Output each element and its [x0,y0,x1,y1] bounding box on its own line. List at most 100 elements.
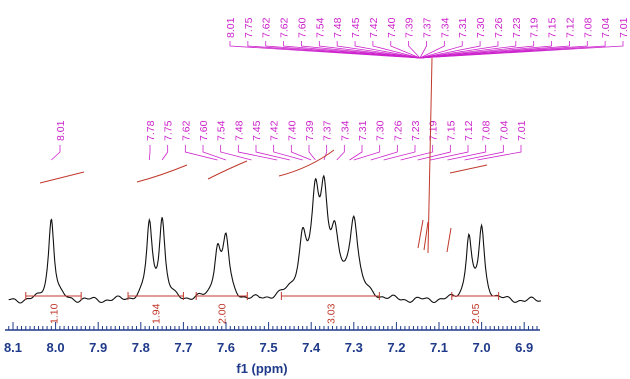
x-axis-tick-label: 7.5 [260,340,278,355]
x-axis-tick-label: 7.7 [174,340,192,355]
peak-label-mid: 7.34 [339,120,351,141]
peak-label-top: 7.40 [386,17,398,38]
peak-label-top: 7.48 [332,17,344,38]
integral-curve [449,164,488,174]
x-axis-tick-label: 7.3 [345,340,363,355]
peak-label-top-connector [419,41,481,59]
peak-label-mid: 7.48 [233,120,245,141]
peak-label-top: 7.26 [493,17,505,38]
peak-label-mid-connector [383,145,416,161]
peak-label-top-connector [419,41,624,59]
integral-curve [446,227,452,253]
peak-label-mid: 7.45 [251,120,263,141]
peak-label-top: 8.01 [225,17,237,38]
x-axis-tick-label: 8.1 [4,340,22,355]
peak-label-mid-connector [400,145,434,161]
peak-label-top: 7.62 [261,17,273,38]
peak-label-mid: 7.42 [269,120,281,141]
peak-label-top-connector [419,41,463,59]
peak-label-top: 7.45 [350,17,362,38]
peak-label-top: 7.30 [475,17,487,38]
peak-label-top: 7.19 [529,17,541,38]
peak-label-top-connector [301,41,421,59]
peak-label-mid: 7.08 [481,120,493,141]
peak-label-top-connector [354,41,421,59]
peak-label-mid-connector [477,145,522,161]
peak-label-mid-connector [353,145,381,161]
peak-label-top: 7.39 [404,17,416,38]
peak-label-top-connector [419,41,535,59]
peak-label-mid: 7.31 [357,120,369,141]
integral-curve [423,221,429,251]
peak-labels-top-bracket [229,41,624,59]
peak-label-mid-connector [430,145,469,161]
x-axis-tick-label: 7.2 [387,340,405,355]
peak-label-mid-connector [336,145,345,161]
peak-label-top-connector [265,41,421,59]
x-axis-tick-label: 7.9 [89,340,107,355]
x-axis-title: f1 (ppm) [236,361,287,376]
peak-label-mid: 7.23 [410,120,422,141]
peak-label-top: 7.12 [564,17,576,38]
peak-label-top: 7.31 [457,17,469,38]
peak-label-mid-connector [417,145,451,161]
peak-label-top-connector [336,41,421,59]
peak-label-top: 7.01 [618,17,630,38]
peak-label-mid-connector [51,145,61,161]
x-axis: 8.1 8.0 7.9 7.8 7.7 7.6 7.5 7.4 7.3 7.2 7.1 7.0 6.9 [4,322,540,355]
integral-curve [417,219,424,249]
peak-label-mid: 7.30 [375,120,387,141]
peak-label-top-connector [247,41,421,59]
peak-label-mid-connector [349,145,363,161]
x-axis-tick-label: 7.6 [217,340,235,355]
peak-label-mid: 7.62 [180,120,192,141]
peak-label-top-connector [419,41,552,59]
integral-value-label: 3.03 [325,303,337,324]
integral-curve [278,149,335,177]
peak-label-top-connector [318,41,421,59]
peak-label-mid: 7.37 [322,120,334,141]
peak-label-mid: 7.12 [463,120,475,141]
x-axis-tick-label: 7.8 [132,340,150,355]
peak-label-top-connector [408,41,421,59]
spectrum-trace [8,174,542,304]
peak-label-top-connector [419,41,427,59]
peak-label-mid-connector [308,145,316,161]
peak-label-mid: 7.54 [216,120,228,141]
integral-curves-group [39,57,488,254]
peak-label-top-connector [419,41,570,59]
peak-label-mid: 7.04 [498,120,510,141]
peak-label-top-connector [419,41,445,59]
peak-label-mid: 7.01 [516,120,528,141]
peak-label-top: 7.04 [600,17,612,38]
peak-label-mid: 7.40 [286,120,298,141]
peak-labels-mid-group: 8.01 7.78 7.75 7.62 7.60 7.54 7.48 7.45 7.42 7.40… [51,120,528,161]
peak-label-top: 7.34 [439,17,451,38]
peak-label-mid: 7.19 [428,120,440,141]
peak-label-mid-connector [148,145,151,161]
peak-label-top-connector [283,41,421,59]
peak-label-mid: 7.78 [145,120,157,141]
peak-label-mid-connector [161,145,169,161]
peak-label-top-connector [419,41,517,59]
peak-label-mid-connector [273,145,303,161]
x-axis-tick-label: 6.9 [515,340,533,355]
x-axis-tick-label: 7.4 [302,340,321,355]
peak-label-mid-connector [323,145,328,161]
integral-value-label: 2.05 [470,303,482,324]
peak-label-mid: 7.60 [198,120,210,141]
peak-label-mid-connector [202,145,227,161]
peak-label-mid: 7.15 [445,120,457,141]
peak-label-mid-connector [447,145,487,161]
peak-label-top: 7.60 [296,17,308,38]
integral-curve [39,171,85,184]
peak-label-top-connector [372,41,421,59]
peak-label-mid-connector [290,145,312,161]
peak-label-mid-connector [237,145,278,161]
integral-value-label: 1.94 [151,303,163,324]
peak-label-top-connector [419,41,499,59]
peak-label-top: 7.42 [368,17,380,38]
integral-curve-vertical [427,57,433,254]
integral-curve [207,160,248,180]
